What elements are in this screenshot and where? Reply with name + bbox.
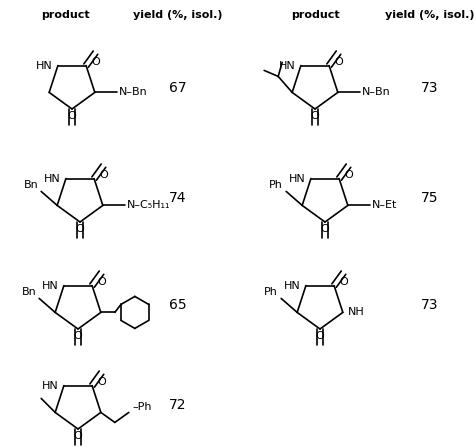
Text: 65: 65 xyxy=(169,298,187,312)
Text: HN: HN xyxy=(289,173,306,184)
Text: O: O xyxy=(97,277,106,287)
Text: O: O xyxy=(320,224,329,234)
Text: product: product xyxy=(41,10,89,20)
Text: O: O xyxy=(76,224,84,234)
Text: O: O xyxy=(334,57,343,67)
Text: O: O xyxy=(97,377,106,387)
Text: 75: 75 xyxy=(421,191,439,205)
Text: N–Bn: N–Bn xyxy=(119,88,147,97)
Text: O: O xyxy=(68,111,76,121)
Text: HN: HN xyxy=(284,281,301,291)
Text: NH: NH xyxy=(348,308,365,317)
Text: O: O xyxy=(73,431,82,441)
Text: HN: HN xyxy=(42,281,59,291)
Text: O: O xyxy=(316,331,324,341)
Text: 73: 73 xyxy=(421,298,439,312)
Text: O: O xyxy=(310,111,319,121)
Text: Ph: Ph xyxy=(264,287,278,297)
Text: Bn: Bn xyxy=(23,181,38,190)
Text: Ph: Ph xyxy=(269,181,283,190)
Text: HN: HN xyxy=(279,61,296,71)
Text: O: O xyxy=(91,57,100,67)
Text: 67: 67 xyxy=(169,81,187,95)
Text: O: O xyxy=(339,277,348,287)
Text: HN: HN xyxy=(44,173,61,184)
Text: yield (%, isol.): yield (%, isol.) xyxy=(385,10,474,20)
Text: 74: 74 xyxy=(169,191,187,205)
Text: product: product xyxy=(291,10,339,20)
Text: N–C₅H₁₁: N–C₅H₁₁ xyxy=(127,200,170,211)
Text: –Ph: –Ph xyxy=(133,402,152,413)
Text: O: O xyxy=(99,170,108,180)
Text: 73: 73 xyxy=(421,81,439,95)
Text: HN: HN xyxy=(36,61,53,71)
Text: yield (%, isol.): yield (%, isol.) xyxy=(133,10,223,20)
Text: O: O xyxy=(344,170,353,180)
Text: HN: HN xyxy=(42,380,59,391)
Text: Bn: Bn xyxy=(21,287,36,297)
Text: N–Bn: N–Bn xyxy=(362,88,391,97)
Text: O: O xyxy=(73,331,82,341)
Text: 72: 72 xyxy=(169,398,187,412)
Text: N–Et: N–Et xyxy=(372,200,397,211)
